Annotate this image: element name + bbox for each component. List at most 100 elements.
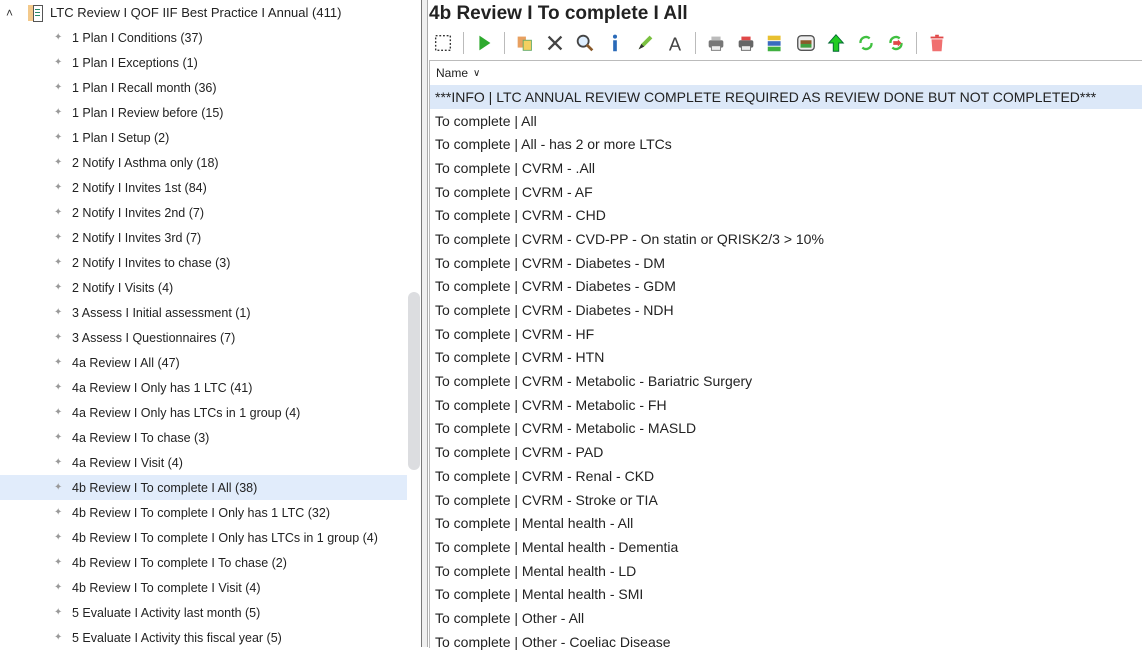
list-item[interactable]: To complete | CVRM - HF [435, 325, 595, 342]
tree-item[interactable]: ✦ 2 Notify I Asthma only (18) [0, 150, 407, 175]
tree-item-label: 4b Review I To complete I Visit (4) [72, 580, 261, 595]
list-item[interactable]: To complete | CVRM - Diabetes - DM [435, 254, 666, 271]
bullet-icon: ✦ [54, 57, 63, 68]
tree-item[interactable]: ✦ 2 Notify I Invites 2nd (7) [0, 200, 407, 225]
list-item[interactable]: To complete | CVRM - AF [435, 183, 593, 200]
list-item[interactable]: To complete | CVRM - .All [435, 159, 596, 176]
list-item[interactable]: To complete | CVRM - Metabolic - FH [435, 396, 667, 413]
refresh-button[interactable] [854, 31, 878, 55]
collapse-chevron-icon[interactable]: ˄ [6, 5, 14, 20]
tree-item[interactable]: ✦ 4a Review I All (47) [0, 350, 407, 375]
tree-item[interactable]: ✦ 4b Review I To complete I All (38) [0, 475, 407, 500]
tree-item[interactable]: ✦ 4a Review I Only has LTCs in 1 group (4… [0, 400, 407, 425]
trash-button[interactable] [925, 31, 949, 55]
splitter[interactable] [421, 0, 428, 647]
list-item[interactable]: To complete | CVRM - CHD [435, 207, 606, 224]
archive-icon [797, 34, 815, 52]
tree-root-item[interactable]: ˄ LTC Review I QOF IIF Best Practice I A… [0, 0, 407, 25]
delete-icon [547, 35, 563, 51]
bullet-icon: ✦ [54, 382, 63, 393]
list-item[interactable]: To complete | CVRM - Metabolic - MASLD [435, 420, 697, 437]
list-item[interactable]: To complete | CVRM - Diabetes - NDH [435, 302, 674, 319]
list-item[interactable]: ***INFO | LTC ANNUAL REVIEW COMPLETE REQ… [430, 85, 1142, 109]
search-button[interactable] [573, 31, 597, 55]
tree-scrollbar[interactable] [408, 292, 420, 470]
edit-button[interactable] [633, 31, 657, 55]
tree-item[interactable]: ✦ 4b Review I To complete I Visit (4) [0, 575, 407, 600]
list-item[interactable]: To complete | Mental health - All [435, 515, 634, 532]
run-button[interactable] [472, 31, 496, 55]
archive-button[interactable] [794, 31, 818, 55]
bullet-icon: ✦ [54, 507, 63, 518]
tree-item[interactable]: ✦ 3 Assess I Initial assessment (1) [0, 300, 407, 325]
bullet-icon: ✦ [54, 307, 63, 318]
list-item[interactable]: To complete | CVRM - Metabolic - Bariatr… [435, 373, 753, 390]
tree-item[interactable]: ✦ 1 Plan I Setup (2) [0, 125, 407, 150]
list-item[interactable]: To complete | All - has 2 or more LTCs [435, 136, 672, 153]
tree-item[interactable]: ✦ 1 Plan I Review before (15) [0, 100, 407, 125]
refresh-red-button[interactable] [884, 31, 908, 55]
bullet-icon: ✦ [54, 207, 63, 218]
list-item[interactable]: To complete | CVRM - Renal - CKD [435, 467, 655, 484]
tree-item[interactable]: ✦ 2 Notify I Invites 3rd (7) [0, 225, 407, 250]
run-icon [479, 35, 491, 51]
list-item[interactable]: To complete | Other - All [435, 609, 585, 626]
bullet-icon: ✦ [54, 232, 63, 243]
list-item[interactable]: To complete | Other - Coeliac Disease [435, 633, 671, 650]
toolbar-separator [504, 32, 505, 54]
list-item[interactable]: To complete | CVRM - HTN [435, 349, 605, 366]
tree-item[interactable]: ✦ 4a Review I To chase (3) [0, 425, 407, 450]
tree-item[interactable]: ✦ 2 Notify I Visits (4) [0, 275, 407, 300]
tree-item[interactable]: ✦ 2 Notify I Invites to chase (3) [0, 250, 407, 275]
tree-item-label: 2 Notify I Invites to chase (3) [72, 255, 231, 270]
bullet-icon: ✦ [54, 107, 63, 118]
tree-item-label: 3 Assess I Questionnaires (7) [72, 330, 236, 345]
tree-item[interactable]: ✦ 4b Review I To complete I To chase (2) [0, 550, 407, 575]
toolbar: A [428, 30, 1142, 56]
bullet-icon: ✦ [54, 607, 63, 618]
list-item[interactable]: To complete | CVRM - PAD [435, 444, 604, 461]
refresh-red-icon [889, 35, 903, 51]
bullet-icon: ✦ [54, 407, 63, 418]
bullet-icon: ✦ [54, 357, 63, 368]
toolbar-separator [463, 32, 464, 54]
tree-item-label: 1 Plan I Exceptions (1) [72, 55, 198, 70]
tree-item[interactable]: ✦ 1 Plan I Exceptions (1) [0, 50, 407, 75]
tree-item-label: 2 Notify I Invites 3rd (7) [72, 230, 202, 245]
copy-button[interactable] [513, 31, 537, 55]
tree-item[interactable]: ✦ 1 Plan I Recall month (36) [0, 75, 407, 100]
font-button[interactable]: A [663, 31, 687, 55]
svg-text:A: A [669, 33, 682, 54]
tree-item[interactable]: ✦ 4b Review I To complete I Only has LTCs… [0, 525, 407, 550]
tree-item[interactable]: ✦ 5 Evaluate I Activity last month (5) [0, 600, 407, 625]
list-item[interactable]: To complete | CVRM - CVD-PP - On statin … [435, 230, 824, 247]
info-button[interactable] [603, 31, 627, 55]
tree-item[interactable]: ✦ 3 Assess I Questionnaires (7) [0, 325, 407, 350]
tree-item-label: 4a Review I All (47) [72, 355, 180, 370]
tree-item[interactable]: ✦ 2 Notify I Invites 1st (84) [0, 175, 407, 200]
tree-item-label: 4b Review I To complete I To chase (2) [72, 555, 287, 570]
list-item[interactable]: To complete | All [435, 112, 537, 129]
list-item[interactable]: To complete | CVRM - Stroke or TIA [435, 491, 658, 508]
move-up-button[interactable] [824, 31, 848, 55]
delete-button[interactable] [543, 31, 567, 55]
content-panel: 4b Review I To complete I All A Name ∨ *… [428, 0, 1142, 650]
print-red-button[interactable] [734, 31, 758, 55]
report-button[interactable] [764, 31, 788, 55]
tree-item[interactable]: ✦ 4a Review I Visit (4) [0, 450, 407, 475]
list-item[interactable]: To complete | CVRM - Diabetes - GDM [435, 278, 676, 295]
list-item[interactable]: To complete | Mental health - SMI [435, 586, 644, 603]
list-item[interactable]: To complete | Mental health - LD [435, 562, 637, 579]
tree-item-label: 1 Plan I Review before (15) [72, 105, 224, 120]
search-icon [576, 34, 594, 52]
bullet-icon: ✦ [54, 132, 63, 143]
print-red-icon [738, 36, 754, 51]
select-button[interactable] [431, 31, 455, 55]
tree-item[interactable]: ✦ 1 Plan I Conditions (37) [0, 25, 407, 50]
tree-item[interactable]: ✦ 4b Review I To complete I Only has 1 LT… [0, 500, 407, 525]
list-item[interactable]: To complete | Mental health - Dementia [435, 538, 679, 555]
print-button[interactable] [704, 31, 728, 55]
tree-item[interactable]: ✦ 5 Evaluate I Activity this fiscal year … [0, 625, 407, 647]
tree-item[interactable]: ✦ 4a Review I Only has 1 LTC (41) [0, 375, 407, 400]
column-header-name[interactable]: Name ∨ [430, 61, 1142, 85]
